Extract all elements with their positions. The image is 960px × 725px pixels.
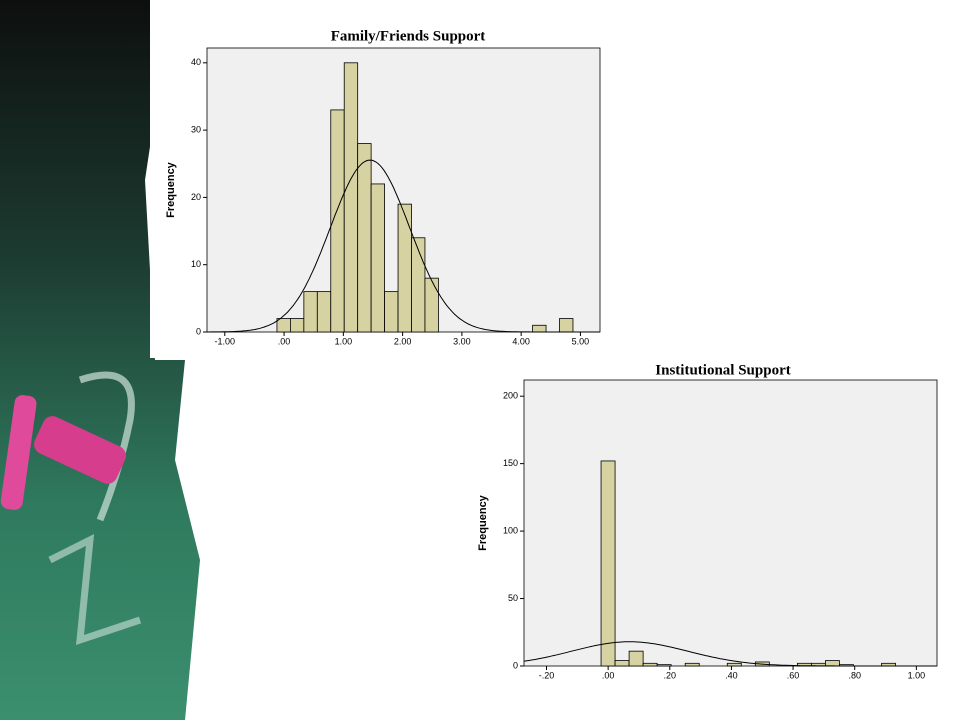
histogram-bar (316, 291, 332, 333)
x-tick-label: -1.00 (215, 336, 236, 346)
histogram-bar (357, 143, 372, 333)
chalk-stick (34, 416, 126, 484)
histogram-bar (411, 237, 426, 333)
histogram-bar (684, 662, 700, 667)
x-tick-label: 3.00 (453, 336, 471, 346)
x-tick-label: 5.00 (572, 336, 590, 346)
y-tick-label: 40 (191, 57, 201, 67)
plot-area (523, 379, 938, 667)
chalk-stick (0, 395, 37, 510)
histogram-bar (343, 62, 359, 333)
histogram-bar (290, 318, 305, 333)
x-tick-label: 2.00 (394, 336, 412, 346)
y-tick-label: 0 (513, 660, 518, 670)
y-tick-label: 150 (503, 458, 518, 468)
chart-title: Institutional Support (655, 362, 790, 378)
histogram-bar (642, 662, 658, 667)
histogram-bar (600, 460, 616, 667)
histogram-bar (424, 277, 439, 333)
y-tick-label: 100 (503, 525, 518, 535)
y-tick-label: 30 (191, 124, 201, 134)
x-tick-label: -.20 (539, 670, 555, 680)
histogram-bar (384, 291, 399, 333)
histogram-bar (370, 183, 385, 333)
chart-title: Family/Friends Support (331, 28, 486, 44)
chalk-stroke (78, 371, 135, 522)
histogram-bar (397, 203, 412, 333)
histogram-bar (726, 662, 742, 667)
x-tick-label: 1.00 (335, 336, 353, 346)
x-tick-label: .20 (664, 670, 677, 680)
chalk-stroke (48, 534, 142, 646)
histogram-bar (559, 318, 574, 333)
x-tick-label: .00 (278, 336, 291, 346)
y-tick-label: 50 (508, 593, 518, 603)
histogram-bar (276, 318, 291, 333)
y-tick-label: 200 (503, 391, 518, 401)
x-tick-label: 4.00 (512, 336, 530, 346)
x-tick-label: .00 (602, 670, 615, 680)
histogram-bar (303, 291, 318, 333)
histogram-bar (825, 660, 840, 667)
x-tick-label: .60 (787, 670, 800, 680)
y-tick-label: 0 (196, 326, 201, 336)
normal-curve (523, 641, 937, 667)
y-axis-label: Frequency (477, 494, 489, 551)
y-axis-label: Frequency (165, 161, 177, 218)
x-tick-label: .40 (725, 670, 738, 680)
histogram-bar (532, 324, 547, 333)
y-tick-label: 10 (191, 259, 201, 269)
y-tick-label: 20 (191, 192, 201, 202)
histogram-bar (628, 650, 644, 667)
x-tick-label: .80 (848, 670, 861, 680)
normal-curve (207, 159, 600, 333)
histogram-bar (614, 660, 630, 667)
x-tick-label: 1.00 (908, 670, 926, 680)
histogram-bar (656, 664, 672, 667)
chalkboard-background (0, 0, 200, 720)
